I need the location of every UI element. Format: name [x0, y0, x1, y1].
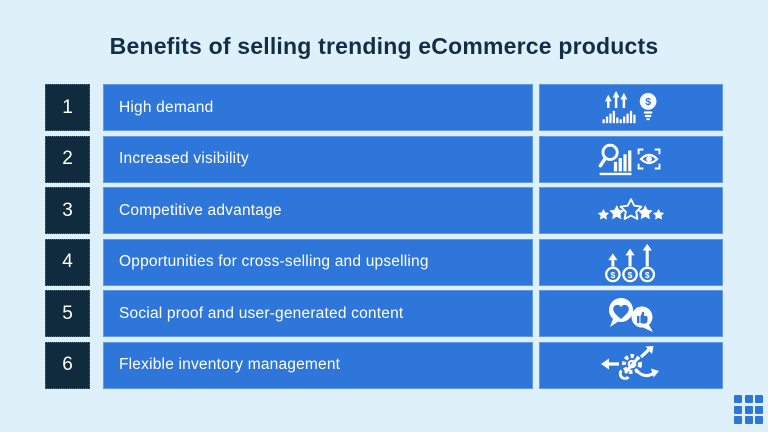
benefit-icon-box	[539, 135, 723, 183]
benefit-label: Opportunities for cross-selling and upse…	[103, 238, 533, 286]
benefit-label: Increased visibility	[103, 135, 533, 183]
svg-text:$: $	[610, 270, 615, 280]
list-item: 1 High demand	[45, 84, 723, 131]
row-number-badge: 3	[45, 187, 90, 234]
rising-dollar-coins-icon: $ $ $	[601, 241, 661, 283]
demand-growth-chart-bulb-icon: $	[599, 89, 663, 127]
grid-logo	[734, 395, 763, 424]
logo-square	[744, 395, 753, 403]
benefit-icon-box: $	[539, 84, 723, 131]
benefit-label: High demand	[103, 84, 533, 131]
logo-square	[755, 395, 763, 403]
list-item: 4 Opportunities for cross-selling and up…	[45, 238, 723, 286]
list-item: 5 Social proof and user-generated conten…	[45, 290, 723, 337]
benefit-icon-box	[539, 187, 723, 234]
list-item: 2 Increased visibility	[45, 135, 723, 183]
page-title: Benefits of selling trending eCommerce p…	[109, 33, 659, 59]
list-item: 3 Competitive advantage	[45, 187, 723, 234]
logo-square	[755, 416, 763, 424]
logo-square	[755, 405, 763, 414]
svg-text:$: $	[645, 270, 650, 280]
benefit-label: Competitive advantage	[103, 187, 533, 234]
benefit-label: Social proof and user-generated content	[103, 290, 533, 337]
benefit-icon-box	[539, 290, 723, 337]
logo-square	[734, 416, 742, 424]
logo-square	[734, 405, 742, 414]
benefits-list: 1 High demand	[45, 84, 723, 393]
logo-square	[734, 395, 742, 403]
row-number-badge: 2	[45, 135, 90, 183]
svg-text:$: $	[628, 270, 633, 280]
logo-square	[744, 405, 753, 414]
benefit-label: Flexible inventory management	[103, 341, 533, 389]
row-number-badge: 5	[45, 290, 90, 337]
heart-thumbsup-bubbles-icon	[604, 294, 658, 334]
gear-wrench-arrows-icon	[599, 345, 663, 385]
benefit-icon-box	[539, 341, 723, 389]
svg-text:$: $	[645, 97, 651, 108]
list-item: 6 Flexible inventory management	[45, 341, 723, 389]
logo-square	[744, 416, 753, 424]
five-star-rating-icon	[593, 192, 669, 230]
row-number-badge: 1	[45, 84, 90, 131]
row-number-badge: 4	[45, 238, 90, 286]
row-number-badge: 6	[45, 341, 90, 389]
benefit-icon-box: $ $ $	[539, 238, 723, 286]
magnifier-chart-eye-icon	[596, 140, 666, 178]
